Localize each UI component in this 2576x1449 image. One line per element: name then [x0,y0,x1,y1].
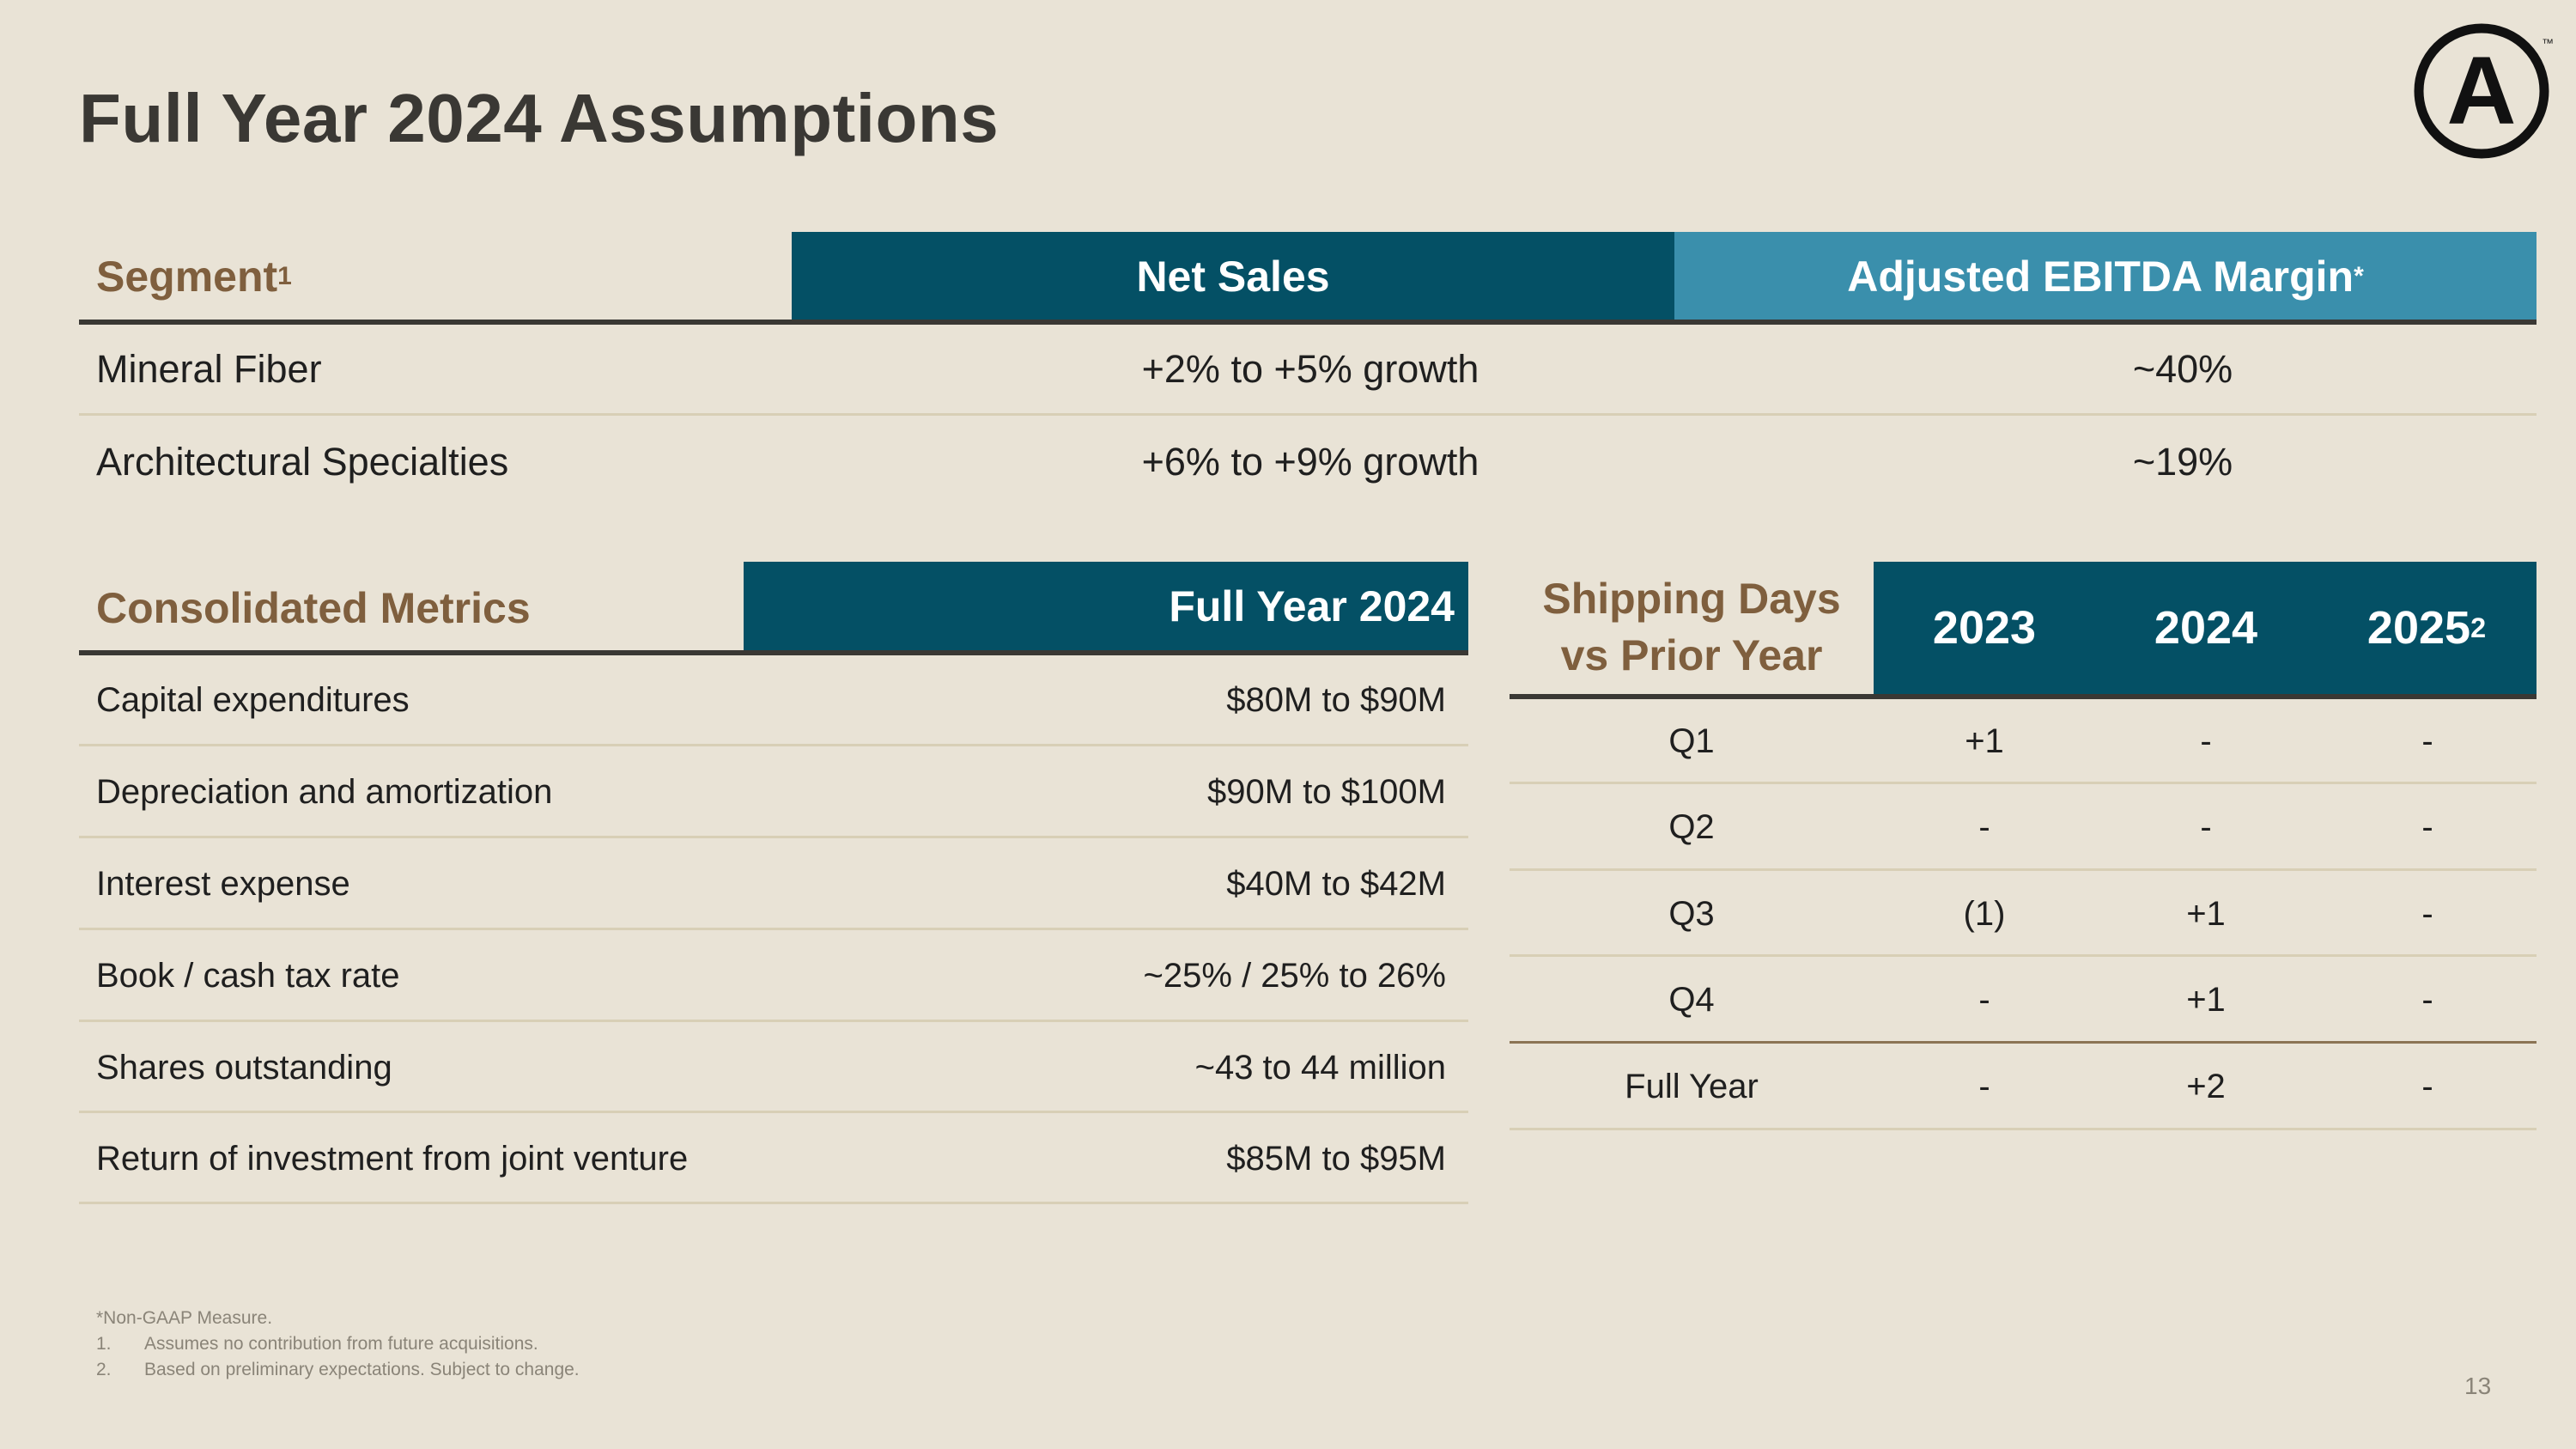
table-row: Return of investment from joint venture … [79,1114,1467,1203]
value-2024: - [2200,721,2212,760]
period-label: Q1 [1668,721,1715,760]
ebitda-margin-value: ~19% [2132,440,2233,484]
value-2023: (1) [1963,894,2006,933]
footnote-non-gaap: *Non-GAAP Measure. [96,1308,273,1328]
year-2024-header: 2024 [2095,562,2317,694]
net-sales-value: +6% to +9% growth [1141,440,1479,484]
logo-letter: A [2447,37,2517,144]
value-2023: - [1978,1067,1990,1105]
value-2023: - [1978,980,1990,1019]
period-label: Q3 [1668,894,1715,933]
metric-label: Return of investment from joint venture [96,1139,689,1178]
table-row: Shares outstanding ~43 to 44 million [79,1023,1467,1112]
total-row-divider [1510,1041,2537,1044]
footnote-1: 1. Assumes no contribution from future ac… [96,1334,538,1354]
row-divider [79,836,1468,838]
period-label: Full Year [1625,1067,1759,1105]
value-2024: +2 [2186,1067,2226,1105]
table-row: Architectural Specialties +6% to +9% gro… [79,417,2535,507]
row-divider [79,1202,1468,1204]
year-2023-header: 2023 [1874,562,2095,694]
metric-value: ~43 to 44 million [1194,1048,1446,1087]
row-divider [79,413,2537,416]
table-row: Q1 +1 - - [1510,699,2535,783]
row-divider [1510,782,2537,784]
net-sales-value: +2% to +5% growth [1141,347,1479,391]
full-year-2024-header: Full Year 2024 [744,562,1468,651]
metric-label: Interest expense [96,864,350,903]
row-divider [1510,1128,2537,1130]
ebitda-margin-header: Adjusted EBITDA Margin * [1674,232,2537,321]
shipping-days-header: Shipping Days vs Prior Year [1542,575,1841,679]
trademark-symbol: ™ [2542,36,2554,50]
metric-value: $80M to $90M [1226,680,1446,719]
value-2025: - [2421,721,2433,760]
page-title: Full Year 2024 Assumptions [79,80,999,156]
value-2023: +1 [1965,721,2004,760]
value-2025: - [2421,807,2433,846]
segment-name: Architectural Specialties [96,440,509,484]
table-row: Q4 - +1 - [1510,958,2535,1042]
metric-label: Capital expenditures [96,680,410,719]
table-row: Mineral Fiber +2% to +5% growth ~40% [79,325,2535,414]
table-row: Q2 - - - [1510,785,2535,869]
period-label: Q2 [1668,807,1715,846]
table-row: Capital expenditures $80M to $90M [79,655,1467,745]
table-row: Depreciation and amortization $90M to $1… [79,747,1467,837]
row-divider [79,744,1468,746]
consolidated-header-rule [79,650,1468,655]
table-row: Book / cash tax rate ~25% / 25% to 26% [79,931,1467,1020]
segment-name: Mineral Fiber [96,347,322,391]
row-divider [79,1020,1468,1022]
ebitda-margin-value: ~40% [2132,347,2233,391]
row-divider [79,928,1468,930]
year-2025-header: 2025 2 [2317,562,2537,694]
company-logo-icon: A [2414,23,2549,159]
metric-value: $90M to $100M [1207,772,1446,811]
metric-value: $85M to $95M [1226,1139,1446,1178]
segment-header-rule [79,320,2537,325]
consolidated-metrics-header: Consolidated Metrics [96,584,531,632]
table-row: Interest expense $40M to $42M [79,839,1467,928]
value-2024: - [2200,807,2212,846]
period-label: Q4 [1668,980,1715,1019]
row-divider [1510,868,2537,871]
table-row: Q3 (1) +1 - [1510,872,2535,956]
footnotes: *Non-GAAP Measure. 1. Assumes no contribu… [96,1306,580,1383]
value-2023: - [1978,807,1990,846]
metric-label: Shares outstanding [96,1048,392,1087]
metric-value: $40M to $42M [1226,864,1446,903]
row-divider [1510,954,2537,957]
shipping-header-rule [1510,694,2537,699]
metric-label: Book / cash tax rate [96,956,400,995]
value-2025: - [2421,894,2433,933]
value-2025: - [2421,1067,2433,1105]
metric-label: Depreciation and amortization [96,772,553,811]
net-sales-header: Net Sales [792,232,1674,321]
value-2024: +1 [2186,894,2226,933]
row-divider [79,1111,1468,1113]
metric-value: ~25% / 25% to 26% [1143,956,1446,995]
table-row: Full Year - +2 - [1510,1044,2535,1129]
page-number: 13 [2464,1373,2492,1399]
segment-header: Segment 1 [96,253,292,301]
footnote-2: 2. Based on preliminary expectations. Sub… [96,1360,580,1379]
value-2025: - [2421,980,2433,1019]
value-2024: +1 [2186,980,2226,1019]
